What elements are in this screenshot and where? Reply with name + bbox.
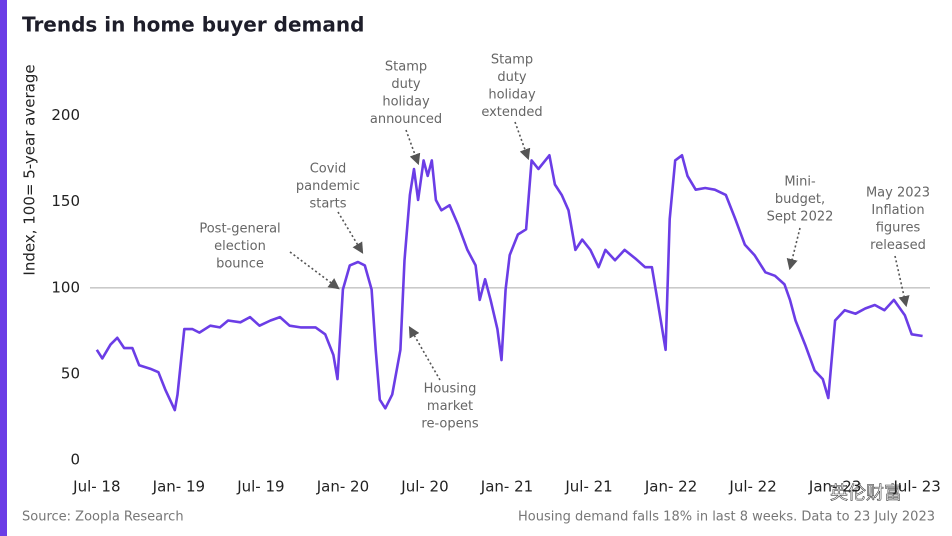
note: Housing demand falls 18% in last 8 weeks…	[518, 510, 935, 525]
annotation-text: holiday	[488, 88, 536, 103]
annotation-text: bounce	[216, 257, 264, 272]
y-axis-label: Index, 100= 5-year average	[21, 64, 39, 275]
annotation-text: released	[870, 238, 926, 253]
annotation-text: duty	[497, 70, 527, 85]
x-tick-label: Jan- 21	[480, 478, 533, 496]
annotation-arrow	[405, 129, 421, 166]
x-tick-label: Jan- 20	[316, 478, 369, 496]
annotation-arrow	[894, 255, 910, 308]
x-tick-label: Jul- 18	[72, 478, 120, 496]
annotation-text: May 2023	[866, 186, 930, 201]
annotation-text: Stamp	[491, 53, 533, 68]
x-tick-label: Jan- 19	[152, 478, 205, 496]
x-tick-label: Jul- 21	[564, 478, 612, 496]
annotation-arrow	[786, 227, 801, 271]
annotation-arrow	[289, 251, 340, 290]
annotation-text: Sept 2022	[767, 210, 834, 225]
x-tick-label: Jul- 19	[236, 478, 284, 496]
x-tick-label: Jul- 23	[892, 478, 940, 496]
annotation-arrow	[408, 326, 441, 381]
annotation-arrow	[337, 211, 364, 254]
y-tick-label: 50	[61, 364, 80, 382]
annotation-text: re-opens	[421, 417, 478, 432]
annotation-arrow	[514, 121, 531, 161]
data-line	[95, 154, 923, 412]
accent-bar	[0, 0, 7, 536]
annotation-text: pandemic	[296, 179, 360, 194]
annotation-text: budget,	[775, 192, 825, 207]
annotation-text: market	[427, 399, 473, 414]
source: Source: Zoopla Research	[22, 510, 184, 525]
annotation-text: Housing	[424, 382, 477, 397]
annotation-text: Mini-	[784, 175, 816, 190]
annotation-text: announced	[370, 112, 442, 127]
annotation-text: Covid	[310, 162, 347, 177]
chart-title: Trends in home buyer demand	[22, 13, 364, 37]
annotation-text: Inflation	[871, 203, 924, 218]
annotation-text: holiday	[382, 95, 430, 110]
x-tick-label: Jul- 22	[728, 478, 776, 496]
annotation-text: Stamp	[385, 60, 427, 75]
y-tick-label: 100	[51, 278, 80, 296]
annotation-text: election	[214, 239, 266, 254]
x-tick-label: Jan- 23	[808, 478, 861, 496]
x-tick-label: Jul- 20	[400, 478, 448, 496]
annotation-text: Post-general	[199, 222, 280, 237]
watermark: 英伦财富	[830, 483, 902, 504]
y-tick-label: 200	[51, 106, 80, 124]
y-tick-label: 150	[51, 192, 80, 210]
y-tick-label: 0	[70, 451, 80, 469]
annotation-text: starts	[309, 197, 346, 212]
annotation-text: figures	[876, 221, 921, 236]
x-tick-label: Jan- 22	[644, 478, 697, 496]
annotation-text: duty	[391, 77, 421, 92]
annotation-text: extended	[481, 105, 542, 120]
